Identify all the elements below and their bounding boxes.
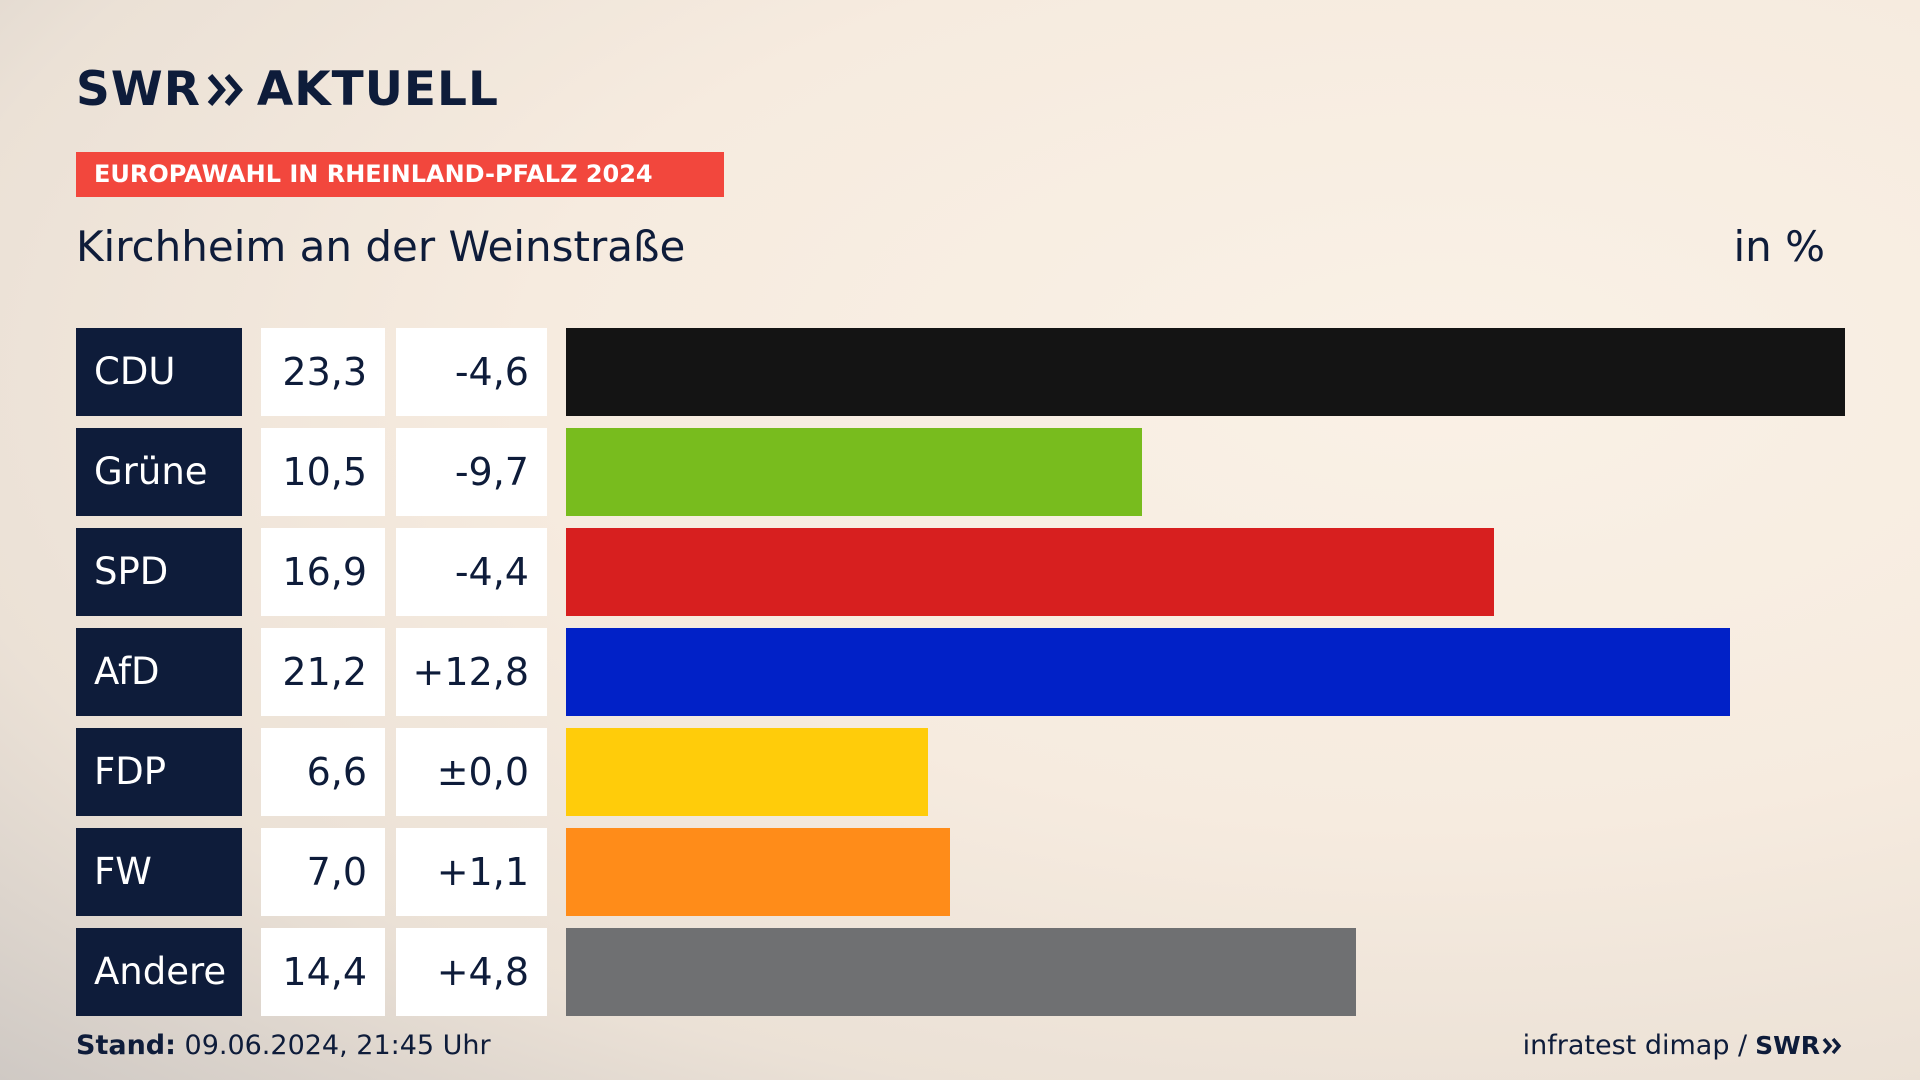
party-label: FDP [76,728,242,816]
change-label: +1,1 [396,828,547,916]
party-label: AfD [76,628,242,716]
party-label: Andere [76,928,242,1016]
result-row: SPD 16,9 -4,4 [0,528,1920,616]
swr-aktuell-logo: SWR AKTUELL [76,66,499,113]
change-label: +4,8 [396,928,547,1016]
result-row: Andere 14,4 +4,8 [0,928,1920,1016]
bar [566,728,929,816]
bar [566,328,1845,416]
party-label: CDU [76,328,242,416]
source-credit: infratest dimap / SWR [1523,1030,1844,1061]
logo-swr-text: SWR [76,62,201,117]
source-text: infratest dimap / [1522,1030,1748,1061]
bar [566,428,1143,516]
vote-share-label: 23,3 [261,328,385,416]
change-label: ±0,0 [396,728,547,816]
vote-share-label: 10,5 [261,428,385,516]
vote-share-label: 6,6 [261,728,385,816]
bar [566,628,1730,716]
source-swr-logo: SWR [1755,1031,1820,1060]
result-row: Grüne 10,5 -9,7 [0,428,1920,516]
change-label: -9,7 [396,428,547,516]
result-row: CDU 23,3 -4,6 [0,328,1920,416]
timestamp: Stand: 09.06.2024, 21:45 Uhr [76,1030,491,1061]
stand-value: 09.06.2024, 21:45 Uhr [184,1030,491,1061]
change-label: -4,6 [396,328,547,416]
bar [566,528,1494,616]
result-row: FW 7,0 +1,1 [0,828,1920,916]
result-row: AfD 21,2 +12,8 [0,628,1920,716]
vote-share-label: 16,9 [261,528,385,616]
party-label: SPD [76,528,242,616]
bar [566,928,1357,1016]
change-label: -4,4 [396,528,547,616]
double-chevron-icon [207,73,243,106]
chart-title: Kirchheim an der Weinstraße [76,222,686,271]
result-row: FDP 6,6 ±0,0 [0,728,1920,816]
vote-share-label: 14,4 [261,928,385,1016]
election-kicker: EUROPAWAHL IN RHEINLAND-PFALZ 2024 [76,152,724,197]
vote-share-label: 7,0 [261,828,385,916]
change-label: +12,8 [396,628,547,716]
bar [566,828,951,916]
vote-share-label: 21,2 [261,628,385,716]
logo-aktuell-text: AKTUELL [256,62,499,117]
party-label: Grüne [76,428,242,516]
unit-label: in % [1733,222,1825,271]
double-chevron-icon [1822,1037,1842,1054]
party-label: FW [76,828,242,916]
stand-label: Stand: [76,1030,176,1061]
